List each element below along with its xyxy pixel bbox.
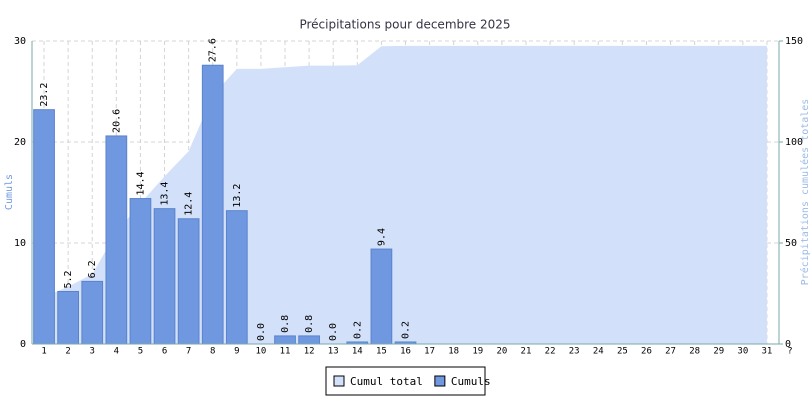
- x-tick-label: 8: [210, 347, 215, 357]
- bar: [153, 208, 176, 345]
- x-tick-label: 19: [472, 347, 483, 357]
- x-tick-label: 14: [352, 347, 363, 357]
- x-tick-label: 23: [569, 347, 580, 357]
- y2-tick-label: 100: [785, 137, 803, 148]
- x-tick-label: 28: [689, 347, 700, 357]
- x-tick-label: 3: [90, 347, 95, 357]
- value-label: 0.8: [280, 315, 291, 333]
- x-tick-label: 9: [234, 347, 239, 357]
- x-tick-label: 20: [496, 347, 507, 357]
- value-label: 0.2: [401, 321, 412, 339]
- x-tick-label: 31: [762, 347, 773, 357]
- value-label: 0.8: [304, 315, 315, 333]
- x-tick-label: 10: [255, 347, 266, 357]
- value-label: 13.2: [232, 184, 243, 208]
- bar: [201, 64, 224, 345]
- x-tick-label: 2: [65, 347, 70, 357]
- bar: [81, 280, 104, 345]
- area: [44, 45, 767, 345]
- value-label: 12.4: [184, 192, 195, 216]
- bar: [225, 210, 248, 345]
- legend-swatch: [333, 375, 345, 387]
- x-tick-label: 11: [280, 347, 291, 357]
- x-tick-label: 27: [665, 347, 676, 357]
- value-label: 20.6: [111, 109, 122, 133]
- x-tick-label: 13: [328, 347, 339, 357]
- y2-tick-label: 0: [785, 339, 791, 350]
- value-label: 0.2: [352, 321, 363, 339]
- x-tick-label: 30: [737, 347, 748, 357]
- x-tick-label: 1: [41, 347, 46, 357]
- value-label: 9.4: [376, 228, 387, 246]
- value-label: 0.0: [328, 323, 339, 341]
- x-tick-label: 29: [713, 347, 724, 357]
- x-tick-label: 22: [545, 347, 556, 357]
- y-tick-label: 10: [14, 238, 26, 249]
- y2-tick-label: 50: [785, 238, 797, 249]
- value-label: 14.4: [135, 171, 146, 195]
- y-tick-label: 20: [14, 137, 26, 148]
- x-tick-label: 25: [617, 347, 628, 357]
- x-tick-label: 7: [186, 347, 191, 357]
- y-tick-label: 0: [20, 339, 26, 350]
- x-tick-label: 6: [162, 347, 167, 357]
- legend-swatch: [434, 375, 446, 387]
- bar: [274, 335, 296, 345]
- x-tick-label: 26: [641, 347, 652, 357]
- legend: [325, 366, 486, 396]
- y2-tick-label: 150: [785, 36, 803, 47]
- y2-axis-label: Précipitations cumulées totales: [799, 99, 810, 286]
- x-end-label: ?: [787, 347, 792, 357]
- x-tick-label: 16: [400, 347, 411, 357]
- bar: [370, 248, 393, 345]
- chart-title: Précipitations pour decembre 2025: [299, 18, 510, 32]
- legend-label: Cumuls: [451, 375, 491, 388]
- x-tick-label: 18: [448, 347, 459, 357]
- bar: [298, 335, 320, 345]
- bar: [57, 290, 80, 345]
- bar: [129, 198, 152, 345]
- x-tick-label: 4: [114, 347, 119, 357]
- value-label: 0.0: [256, 323, 267, 341]
- y-axis-label: Cumuls: [4, 174, 15, 210]
- x-tick-label: 15: [376, 347, 387, 357]
- x-tick-label: 5: [138, 347, 143, 357]
- legend-label: Cumul total: [350, 375, 423, 388]
- bar: [177, 218, 200, 345]
- value-label: 5.2: [63, 270, 74, 288]
- bar: [33, 109, 55, 345]
- value-label: 23.2: [39, 83, 50, 107]
- x-tick-label: 24: [593, 347, 604, 357]
- bar: [105, 135, 128, 345]
- value-label: 6.2: [87, 260, 98, 278]
- x-tick-label: 12: [304, 347, 315, 357]
- value-label: 27.6: [208, 38, 219, 62]
- x-tick-label: 17: [424, 347, 435, 357]
- value-label: 13.4: [160, 182, 171, 206]
- x-tick-label: 21: [521, 347, 532, 357]
- y-tick-label: 30: [14, 36, 26, 47]
